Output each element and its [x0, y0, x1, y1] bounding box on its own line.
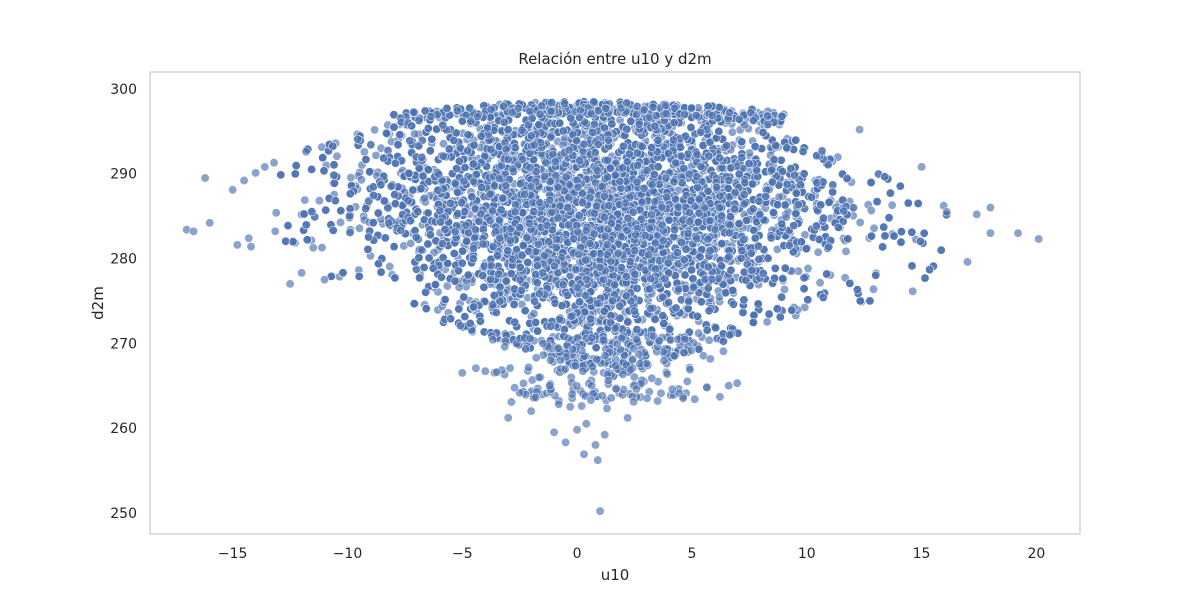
- scatter-point: [366, 140, 376, 150]
- scatter-point: [727, 127, 737, 137]
- scatter-point: [416, 245, 426, 255]
- scatter-point: [438, 139, 448, 149]
- scatter-point: [803, 263, 813, 273]
- scatter-point: [908, 286, 918, 296]
- scatter-point: [270, 226, 280, 236]
- scatter-point: [359, 147, 369, 157]
- scatter-point: [866, 206, 876, 216]
- scatter-point: [529, 309, 539, 319]
- scatter-point: [779, 284, 789, 294]
- scatter-point: [271, 208, 281, 218]
- scatter-point: [385, 261, 395, 271]
- scatter-point: [704, 335, 714, 345]
- scatter-point: [419, 193, 429, 203]
- scatter-point: [714, 292, 724, 302]
- scatter-point: [356, 175, 366, 185]
- scatter-point: [781, 212, 791, 222]
- scatter-point: [869, 223, 879, 233]
- scatter-point: [454, 282, 464, 292]
- scatter-point: [694, 328, 704, 338]
- scatter-point: [317, 243, 327, 253]
- scatter-point: [855, 218, 865, 228]
- scatter-point: [335, 217, 345, 227]
- scatter-point: [887, 200, 897, 210]
- scatter-point: [370, 125, 380, 135]
- scatter-point: [406, 238, 416, 248]
- scatter-point: [744, 148, 754, 158]
- scatter-point: [346, 173, 356, 183]
- scatter-point: [332, 151, 342, 161]
- scatter-point: [813, 247, 823, 257]
- scatter-point: [762, 317, 772, 327]
- scatter-point: [371, 150, 381, 160]
- scatter-point: [314, 196, 324, 206]
- scatter-point: [815, 278, 825, 288]
- scatter-point: [354, 223, 364, 233]
- scatter-point: [868, 284, 878, 294]
- scatter-point: [740, 120, 750, 130]
- data-points: [182, 97, 1044, 516]
- scatter-point: [308, 243, 318, 253]
- scatter-point: [774, 192, 784, 202]
- scatter-point: [300, 195, 310, 205]
- scatter-point: [841, 246, 851, 256]
